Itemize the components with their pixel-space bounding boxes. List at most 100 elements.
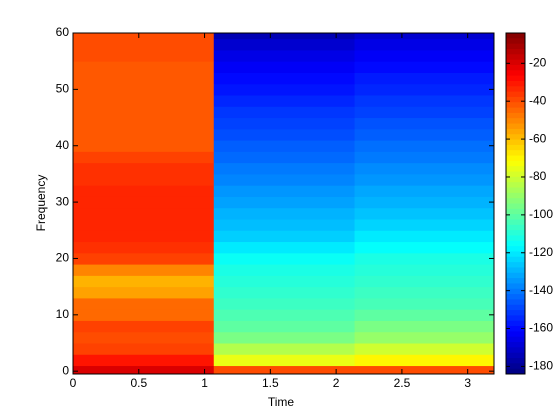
cell — [213, 151, 356, 164]
cell — [73, 207, 215, 220]
colorbar-tick-label: -160 — [529, 321, 553, 335]
cell — [213, 343, 356, 355]
cell — [354, 241, 494, 254]
cell — [73, 219, 215, 231]
colorbar-step — [506, 214, 525, 220]
colorbar-step — [506, 192, 525, 199]
y-tick-label: 20 — [56, 251, 70, 265]
cell — [73, 309, 215, 321]
cell — [73, 185, 215, 197]
cell — [73, 230, 215, 243]
colorbar-step — [506, 112, 525, 119]
colorbar-step — [506, 166, 525, 173]
colorbar-step — [506, 128, 525, 135]
cell — [213, 49, 356, 62]
cell — [213, 252, 356, 265]
cell — [213, 162, 356, 175]
colorbar-step — [506, 70, 525, 77]
colorbar-step — [506, 262, 525, 268]
colorbar-step — [506, 368, 525, 375]
colorbar-step — [506, 208, 525, 215]
colorbar-step — [506, 331, 525, 338]
colorbar-step — [506, 54, 525, 61]
colorbar-tick-label: -60 — [529, 131, 547, 145]
y-tick-label: 40 — [56, 138, 70, 152]
colorbar-step — [506, 294, 525, 300]
colorbar-step — [506, 176, 525, 183]
cell — [73, 286, 215, 299]
heatmap — [73, 33, 494, 374]
cell — [354, 264, 494, 276]
colorbar-step — [506, 139, 525, 146]
x-tick-label: 0 — [70, 376, 77, 390]
cell — [73, 275, 215, 288]
colorbar-step — [506, 187, 525, 194]
cell — [213, 185, 356, 197]
colorbar-tick-label: -40 — [529, 93, 547, 107]
cell — [213, 173, 356, 186]
cell — [354, 38, 494, 51]
cell — [213, 365, 356, 374]
cell — [213, 106, 356, 119]
cell — [73, 95, 215, 107]
y-axis-label: Frequency — [34, 175, 48, 232]
colorbar-step — [506, 240, 525, 247]
colorbar-step — [506, 326, 525, 332]
cell — [73, 196, 215, 209]
y-tick-label: 10 — [56, 307, 70, 321]
cell — [213, 61, 356, 73]
x-tick-label: 2.5 — [394, 376, 411, 390]
plot-frame — [72, 32, 495, 375]
colorbar-step — [506, 363, 525, 370]
cell — [73, 38, 215, 51]
cell — [73, 343, 215, 355]
cell — [354, 331, 494, 344]
colorbar-step — [506, 267, 525, 274]
x-axis-label: Time — [268, 395, 295, 409]
y-tick-label: 30 — [56, 194, 70, 208]
colorbar-tick-label: -20 — [529, 55, 547, 69]
cell — [354, 128, 494, 141]
colorbar-step — [506, 59, 525, 66]
cell — [213, 196, 356, 209]
colorbar-step — [506, 358, 525, 364]
cell — [354, 151, 494, 164]
colorbar-step — [506, 203, 525, 210]
colorbar — [506, 33, 525, 375]
colorbar-step — [506, 342, 525, 348]
cell — [73, 297, 215, 310]
cell — [73, 49, 215, 62]
cell — [73, 151, 215, 164]
cell — [213, 286, 356, 299]
colorbar-step — [506, 75, 525, 82]
cell — [73, 128, 215, 141]
cell — [213, 95, 356, 107]
colorbar-step — [506, 310, 525, 316]
cell — [73, 320, 215, 333]
cell — [354, 286, 494, 299]
colorbar-step — [506, 283, 525, 290]
cell — [73, 61, 215, 73]
colorbar-step — [506, 144, 525, 151]
cell — [213, 264, 356, 276]
colorbar-step — [506, 278, 525, 284]
colorbar-step — [506, 230, 525, 236]
colorbar-step — [506, 299, 525, 306]
colorbar-step — [506, 80, 525, 87]
cell — [354, 49, 494, 62]
colorbar-step — [506, 48, 525, 55]
colorbar-step — [506, 150, 525, 157]
colorbar-step — [506, 118, 525, 125]
colorbar-tick-label: -120 — [529, 245, 553, 259]
colorbar-tick-label: -180 — [529, 359, 553, 373]
cell — [354, 207, 494, 220]
cell — [73, 252, 215, 265]
colorbar-step — [506, 288, 525, 295]
cell — [354, 354, 494, 367]
colorbar-step — [506, 33, 525, 39]
cell — [354, 219, 494, 231]
cell — [213, 33, 356, 40]
colorbar-step — [506, 336, 525, 343]
cell — [354, 173, 494, 186]
colorbar-step — [506, 224, 525, 231]
